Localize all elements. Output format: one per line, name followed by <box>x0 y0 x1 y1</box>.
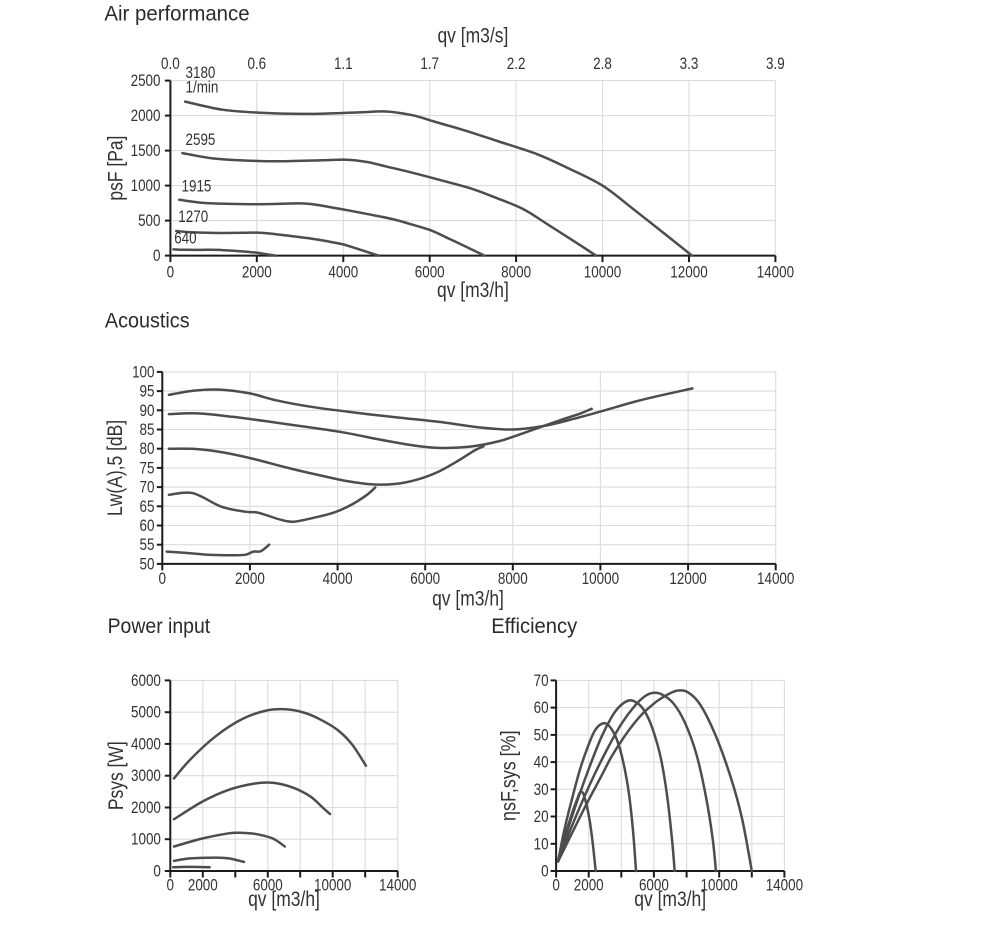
svg-text:75: 75 <box>140 459 155 477</box>
svg-text:10000: 10000 <box>582 570 619 588</box>
svg-text:70: 70 <box>140 479 155 497</box>
svg-text:2595: 2595 <box>186 131 216 149</box>
svg-text:0: 0 <box>167 876 175 894</box>
svg-text:6000: 6000 <box>253 876 283 894</box>
svg-text:2000: 2000 <box>131 107 161 125</box>
svg-text:Lw(A),5 [dB]: Lw(A),5 [dB] <box>103 420 127 516</box>
svg-text:4000: 4000 <box>323 570 353 588</box>
svg-text:5000: 5000 <box>131 704 161 722</box>
svg-text:55: 55 <box>140 536 155 554</box>
svg-text:50: 50 <box>140 555 155 573</box>
svg-text:500: 500 <box>138 212 160 230</box>
svg-text:Power input: Power input <box>108 614 211 638</box>
svg-text:60: 60 <box>534 699 549 717</box>
svg-text:ηsF,sys [%]: ηsF,sys [%] <box>496 730 520 821</box>
svg-text:10: 10 <box>534 835 549 853</box>
svg-text:1915: 1915 <box>182 177 212 195</box>
svg-text:70: 70 <box>534 672 549 690</box>
svg-text:qv [m3/h]: qv [m3/h] <box>248 887 320 911</box>
svg-text:8000: 8000 <box>498 570 528 588</box>
svg-text:0.0: 0.0 <box>161 55 180 73</box>
svg-text:psF [Pa]: psF [Pa] <box>104 136 128 201</box>
svg-text:1270: 1270 <box>178 208 208 226</box>
svg-text:65: 65 <box>140 498 155 516</box>
svg-text:2000: 2000 <box>574 876 604 894</box>
svg-text:14000: 14000 <box>757 263 794 281</box>
svg-text:0: 0 <box>153 247 161 265</box>
svg-text:14000: 14000 <box>379 876 416 894</box>
svg-text:4000: 4000 <box>328 263 358 281</box>
svg-text:Acoustics: Acoustics <box>105 309 190 333</box>
svg-text:10000: 10000 <box>701 876 738 894</box>
svg-text:qv [m3/h]: qv [m3/h] <box>432 587 504 611</box>
svg-text:1500: 1500 <box>131 142 161 160</box>
svg-text:1.7: 1.7 <box>420 55 439 73</box>
svg-text:2.8: 2.8 <box>593 55 612 73</box>
svg-text:20: 20 <box>534 808 549 826</box>
svg-text:30: 30 <box>534 781 549 799</box>
svg-text:60: 60 <box>140 517 155 535</box>
svg-text:qv [m3/h]: qv [m3/h] <box>437 278 509 302</box>
svg-text:6000: 6000 <box>639 876 669 894</box>
svg-text:0: 0 <box>552 876 560 894</box>
svg-text:50: 50 <box>534 726 549 744</box>
svg-text:95: 95 <box>140 383 155 401</box>
svg-text:Efficiency: Efficiency <box>491 614 577 638</box>
svg-text:Air performance: Air performance <box>104 1 249 25</box>
svg-text:85: 85 <box>140 421 155 439</box>
svg-text:4000: 4000 <box>131 735 161 753</box>
svg-text:3000: 3000 <box>131 767 161 785</box>
svg-text:qv [m3/h]: qv [m3/h] <box>634 887 706 911</box>
svg-text:Psys [W]: Psys [W] <box>104 741 128 810</box>
svg-text:10000: 10000 <box>314 876 351 894</box>
svg-text:2000: 2000 <box>188 876 218 894</box>
svg-text:90: 90 <box>140 402 155 420</box>
svg-text:2000: 2000 <box>131 799 161 817</box>
svg-text:2000: 2000 <box>235 570 265 588</box>
svg-text:8000: 8000 <box>501 263 531 281</box>
svg-text:10000: 10000 <box>584 263 621 281</box>
svg-text:0: 0 <box>541 863 549 881</box>
svg-text:1000: 1000 <box>131 177 161 195</box>
svg-text:100: 100 <box>132 363 154 381</box>
svg-text:2.2: 2.2 <box>507 55 526 73</box>
svg-text:0.6: 0.6 <box>247 55 266 73</box>
svg-text:6000: 6000 <box>415 263 445 281</box>
svg-text:640: 640 <box>174 230 196 248</box>
svg-text:14000: 14000 <box>766 876 803 894</box>
svg-text:6000: 6000 <box>410 570 440 588</box>
svg-text:qv [m3/s]: qv [m3/s] <box>437 24 508 48</box>
svg-text:3180: 3180 <box>186 64 216 82</box>
svg-text:3.3: 3.3 <box>680 55 699 73</box>
svg-text:40: 40 <box>534 754 549 772</box>
svg-text:0: 0 <box>167 263 175 281</box>
svg-text:12000: 12000 <box>669 570 706 588</box>
svg-text:0: 0 <box>153 863 161 881</box>
svg-text:0: 0 <box>159 570 167 588</box>
svg-text:14000: 14000 <box>757 570 794 588</box>
svg-text:80: 80 <box>140 440 155 458</box>
svg-text:3.9: 3.9 <box>766 55 785 73</box>
svg-text:1.1: 1.1 <box>334 55 353 73</box>
svg-text:2500: 2500 <box>131 72 161 90</box>
svg-text:12000: 12000 <box>670 263 707 281</box>
svg-text:1/min: 1/min <box>186 79 219 97</box>
svg-text:6000: 6000 <box>131 672 161 690</box>
svg-text:2000: 2000 <box>242 263 272 281</box>
svg-text:1000: 1000 <box>131 831 161 849</box>
